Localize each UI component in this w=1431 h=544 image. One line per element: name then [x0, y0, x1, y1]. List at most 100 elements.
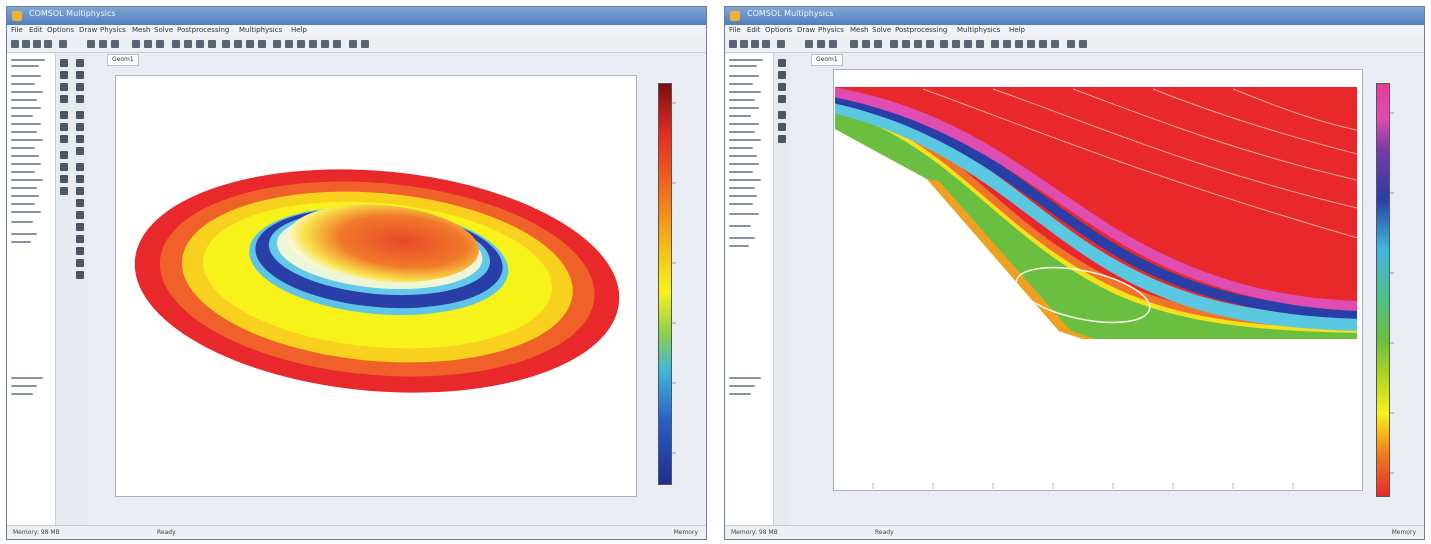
fillet-icon[interactable]: [76, 271, 84, 279]
menu-draw[interactable]: Draw: [797, 26, 816, 34]
menu-solve[interactable]: Solve: [872, 26, 892, 34]
array-icon[interactable]: [76, 163, 84, 171]
edge-icon[interactable]: [156, 40, 164, 48]
draw-mode-icon[interactable]: [87, 40, 95, 48]
surface-plot-3d[interactable]: [115, 75, 635, 495]
rectangle-tool-icon[interactable]: [60, 59, 68, 67]
labels-icon[interactable]: [76, 123, 84, 131]
menu-file[interactable]: File: [729, 26, 741, 34]
menu-multiphysics[interactable]: Multiphysics: [957, 26, 1001, 34]
intersect-tool-icon[interactable]: [60, 135, 68, 143]
coerce-icon[interactable]: [76, 259, 84, 267]
line-tool-icon[interactable]: [60, 83, 68, 91]
undo-icon[interactable]: [59, 40, 67, 48]
copy-icon[interactable]: [76, 199, 84, 207]
undo-icon[interactable]: [777, 40, 785, 48]
menu-physics[interactable]: Physics: [818, 26, 844, 34]
model-tree[interactable]: [7, 53, 56, 525]
view-icon[interactable]: [309, 40, 317, 48]
menu-edit[interactable]: Edit: [29, 26, 43, 34]
rectangle-tool-icon[interactable]: [778, 59, 786, 67]
embed-icon[interactable]: [76, 247, 84, 255]
difference-tool-icon[interactable]: [60, 123, 68, 131]
solve-icon[interactable]: [172, 40, 180, 48]
save-icon[interactable]: [33, 40, 41, 48]
boundary-mode-icon[interactable]: [829, 40, 837, 48]
fit-view-icon[interactable]: [76, 95, 84, 103]
plot-icon[interactable]: [914, 40, 922, 48]
menu-physics[interactable]: Physics: [100, 26, 126, 34]
model-tree[interactable]: [725, 53, 774, 525]
menu-postprocessing[interactable]: Postprocessing: [895, 26, 948, 34]
axis-icon[interactable]: [333, 40, 341, 48]
open-file-icon[interactable]: [740, 40, 748, 48]
zoom-extents-icon[interactable]: [964, 40, 972, 48]
line-tool-icon[interactable]: [778, 83, 786, 91]
move-tool-icon[interactable]: [60, 151, 68, 159]
subdomain-icon[interactable]: [850, 40, 858, 48]
intersect-tool-icon[interactable]: [778, 135, 786, 143]
help-icon[interactable]: [1079, 40, 1087, 48]
grid-icon[interactable]: [321, 40, 329, 48]
menu-draw[interactable]: Draw: [79, 26, 98, 34]
menu-options[interactable]: Options: [765, 26, 793, 34]
print-icon[interactable]: [762, 40, 770, 48]
point-tool-icon[interactable]: [778, 95, 786, 103]
menu-options[interactable]: Options: [47, 26, 75, 34]
draw-mode-icon[interactable]: [805, 40, 813, 48]
pan-icon[interactable]: [273, 40, 281, 48]
save-icon[interactable]: [751, 40, 759, 48]
grid-icon[interactable]: [1039, 40, 1047, 48]
menu-postprocessing[interactable]: Postprocessing: [177, 26, 230, 34]
boundary-mode-icon[interactable]: [111, 40, 119, 48]
tab-geom1[interactable]: Geom1: [107, 54, 139, 66]
rotate-icon[interactable]: [976, 40, 984, 48]
scale-tool-icon[interactable]: [60, 175, 68, 183]
mesh-mode-icon[interactable]: [817, 40, 825, 48]
menu-edit[interactable]: Edit: [747, 26, 761, 34]
union-tool-icon[interactable]: [778, 111, 786, 119]
point-tool-icon[interactable]: [60, 95, 68, 103]
open-file-icon[interactable]: [22, 40, 30, 48]
new-file-icon[interactable]: [11, 40, 19, 48]
plot-icon[interactable]: [196, 40, 204, 48]
ellipse-tool-icon[interactable]: [60, 71, 68, 79]
revolve-icon[interactable]: [76, 235, 84, 243]
menu-mesh[interactable]: Mesh: [850, 26, 869, 34]
menu-mesh[interactable]: Mesh: [132, 26, 151, 34]
union-tool-icon[interactable]: [60, 111, 68, 119]
measure-icon[interactable]: [76, 147, 84, 155]
zoom-out-icon[interactable]: [952, 40, 960, 48]
help-icon[interactable]: [361, 40, 369, 48]
axis-icon[interactable]: [1051, 40, 1059, 48]
edge-icon[interactable]: [874, 40, 882, 48]
animate-icon[interactable]: [208, 40, 216, 48]
zoom-out-icon[interactable]: [234, 40, 242, 48]
menu-multiphysics[interactable]: Multiphysics: [239, 26, 283, 34]
delete-icon[interactable]: [76, 187, 84, 195]
menu-file[interactable]: File: [11, 26, 23, 34]
extrude-icon[interactable]: [76, 223, 84, 231]
zoom-window-icon[interactable]: [76, 59, 84, 67]
rotate-icon[interactable]: [258, 40, 266, 48]
point-icon[interactable]: [862, 40, 870, 48]
light-icon[interactable]: [285, 40, 293, 48]
menu-help[interactable]: Help: [1009, 26, 1025, 34]
pan-icon[interactable]: [991, 40, 999, 48]
restart-icon[interactable]: [184, 40, 192, 48]
menu-help[interactable]: Help: [291, 26, 307, 34]
new-file-icon[interactable]: [729, 40, 737, 48]
mesh-mode-icon[interactable]: [99, 40, 107, 48]
rotate-tool-icon[interactable]: [60, 163, 68, 171]
tab-geom1[interactable]: Geom1: [811, 54, 843, 66]
zoom-extents-icon[interactable]: [246, 40, 254, 48]
surface-contour-plot[interactable]: [833, 69, 1361, 489]
zoom-in-icon[interactable]: [940, 40, 948, 48]
subdomain-icon[interactable]: [132, 40, 140, 48]
camera-icon[interactable]: [349, 40, 357, 48]
view-icon[interactable]: [1027, 40, 1035, 48]
menu-solve[interactable]: Solve: [154, 26, 174, 34]
print-icon[interactable]: [44, 40, 52, 48]
zoom-out-side-icon[interactable]: [76, 83, 84, 91]
camera-icon[interactable]: [1067, 40, 1075, 48]
